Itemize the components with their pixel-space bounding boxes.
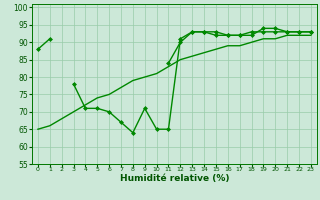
X-axis label: Humidité relative (%): Humidité relative (%) (120, 174, 229, 183)
